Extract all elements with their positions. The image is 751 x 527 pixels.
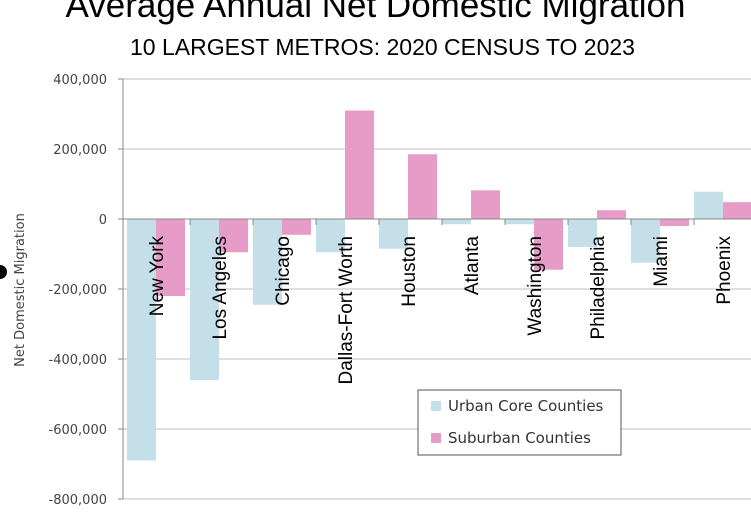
bar-urban-phoenix: [694, 191, 723, 219]
y-tick-label: -200,000: [49, 283, 107, 298]
category-label-washington: Washington: [525, 236, 546, 336]
bar-urban-los-angeles: [190, 219, 219, 380]
legend: Urban Core Counties Suburban Counties: [417, 389, 622, 456]
legend-swatch-urban: [431, 401, 441, 411]
category-label-los-angeles: Los Angeles: [210, 236, 231, 340]
bar-urban-atlanta: [442, 219, 471, 225]
category-label-dallas-fort-worth: Dallas-Fort Worth: [336, 236, 357, 385]
bar-urban-philadelphia: [568, 219, 597, 247]
y-axis-tick-labels: 400,000 200,000 0 -200,000 -400,000 -600,000 -…: [49, 73, 107, 508]
bar-suburban-miami: [660, 219, 689, 226]
bar-urban-chicago: [253, 219, 282, 305]
chart-title: Average Annual Net Domestic Migration: [65, 0, 686, 25]
legend-box: [417, 389, 622, 456]
category-label-chicago: Chicago: [273, 236, 294, 306]
y-tick-label: 400,000: [53, 73, 107, 88]
category-labels: New York Los Angeles Chicago Dallas-Fort Wo…: [147, 236, 735, 385]
bar-urban-new-york: [127, 219, 156, 461]
bars: [127, 110, 751, 461]
bar-urban-dallas-fort-worth: [316, 219, 345, 253]
bar-urban-miami: [631, 219, 660, 263]
bar-urban-washington: [505, 219, 534, 225]
bar-suburban-washington: [534, 219, 563, 270]
bar-suburban-atlanta: [471, 190, 500, 219]
chart-subtitle: 10 LARGEST METROS: 2020 CENSUS TO 2023: [130, 34, 635, 60]
left-edge-marker: [0, 265, 7, 279]
category-label-phoenix: Phoenix: [714, 236, 735, 305]
bar-suburban-new-york: [156, 219, 185, 296]
gridlines: [118, 78, 751, 500]
axes: [122, 79, 751, 499]
category-label-atlanta: Atlanta: [462, 236, 483, 296]
category-label-houston: Houston: [399, 236, 420, 307]
legend-label-suburban: Suburban Counties: [448, 429, 591, 447]
bar-suburban-philadelphia: [597, 210, 626, 219]
category-label-new-york: New York: [147, 236, 168, 317]
y-axis-title: Net Domestic Migration: [13, 213, 28, 367]
legend-label-urban: Urban Core Counties: [448, 397, 604, 415]
bar-urban-houston: [379, 219, 408, 249]
y-tick-label: -600,000: [49, 423, 107, 438]
y-tick-label: -800,000: [49, 493, 107, 508]
category-label-miami: Miami: [651, 236, 672, 287]
bar-suburban-houston: [408, 154, 437, 219]
bar-suburban-dallas-fort-worth: [345, 110, 374, 219]
bar-suburban-chicago: [282, 219, 311, 235]
bar-suburban-phoenix: [723, 202, 751, 219]
y-tick-label: 0: [99, 213, 107, 228]
y-tick-label: -400,000: [49, 353, 107, 368]
legend-swatch-suburban: [431, 433, 441, 443]
y-tick-label: 200,000: [53, 143, 107, 158]
bar-suburban-los-angeles: [219, 219, 248, 253]
category-label-philadelphia: Philadelphia: [588, 236, 609, 340]
